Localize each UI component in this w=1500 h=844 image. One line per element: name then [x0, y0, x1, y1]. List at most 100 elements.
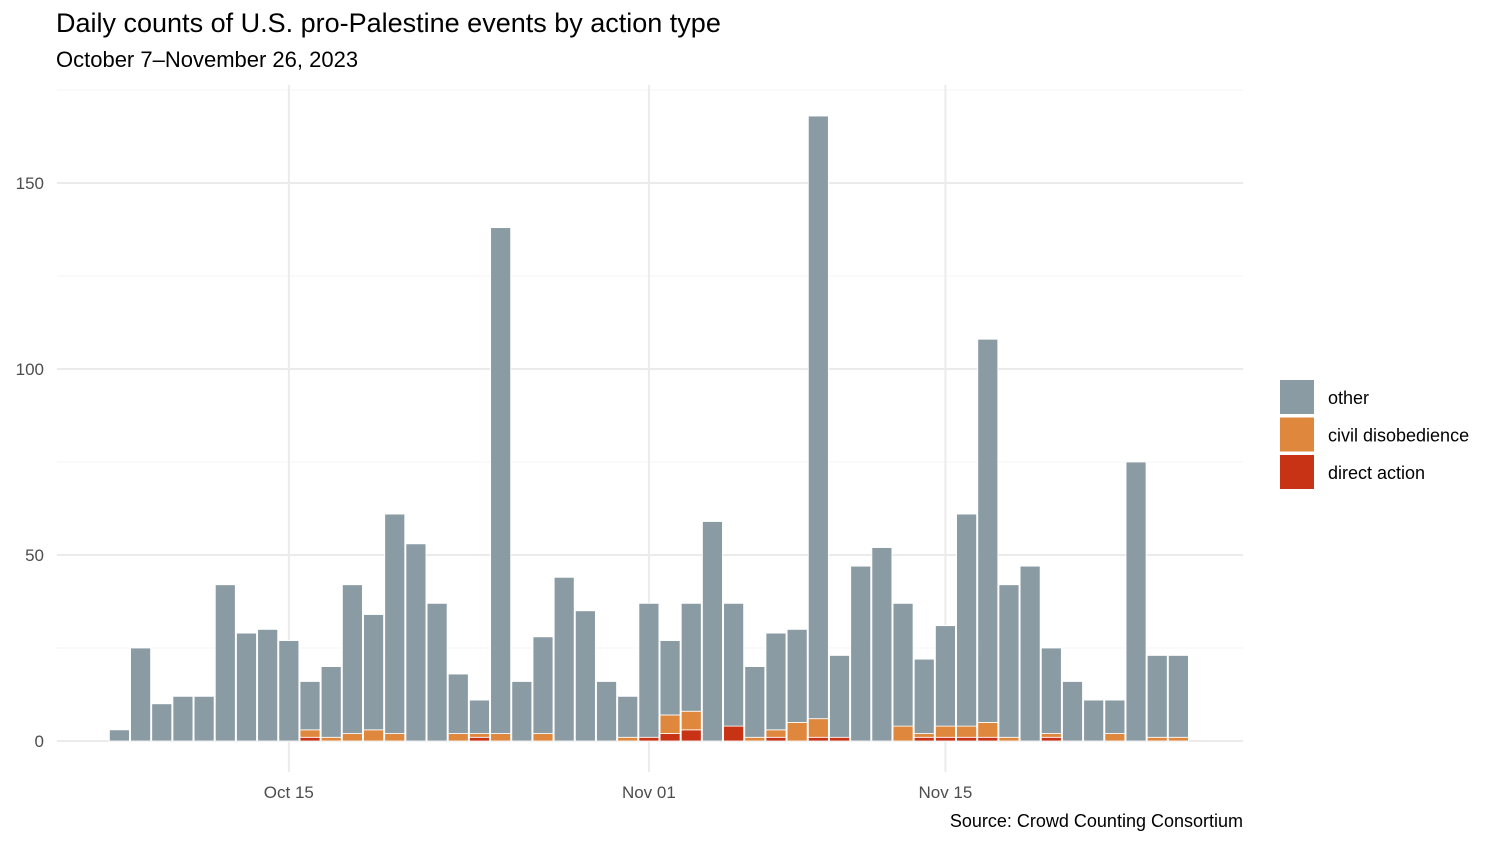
bar-other — [1083, 699, 1105, 742]
bar-civil-disobedience — [786, 722, 808, 742]
bar-other — [765, 632, 787, 731]
bar-direct-action — [935, 736, 956, 742]
bar-other — [977, 338, 999, 723]
bar-other — [1168, 655, 1189, 738]
legend-label: other — [1328, 388, 1369, 408]
bar-direct-action — [977, 736, 999, 742]
bar-other — [490, 227, 512, 734]
bar-direct-action — [680, 729, 702, 742]
bar-direct-action — [638, 736, 660, 742]
bar-civil-disobedience — [532, 733, 554, 742]
bar-other — [871, 547, 893, 742]
bar-other — [829, 655, 850, 738]
bar-civil-disobedience — [913, 733, 935, 738]
bar-other — [236, 632, 257, 742]
bar-other — [1019, 565, 1041, 742]
bar-direct-action — [469, 736, 490, 742]
bar-other — [786, 629, 808, 723]
bar-other — [426, 602, 448, 742]
bar-civil-disobedience — [384, 733, 406, 742]
bar-other — [299, 681, 321, 731]
bar-other — [680, 602, 702, 712]
bar-other — [341, 584, 363, 734]
y-tick-label: 100 — [16, 360, 44, 379]
bar-other — [913, 658, 935, 734]
bar-civil-disobedience — [659, 714, 681, 734]
x-axis: Oct 15 Nov 01 Nov 15 — [264, 783, 973, 802]
bar-direct-action — [913, 736, 935, 742]
bar-other — [892, 602, 914, 727]
bar-other — [1040, 647, 1062, 734]
bar-other — [935, 625, 956, 727]
bar-civil-disobedience — [807, 718, 829, 738]
x-tick-label: Oct 15 — [264, 783, 314, 802]
bar-civil-disobedience — [617, 736, 639, 742]
bar-civil-disobedience — [1146, 736, 1168, 742]
bar-civil-disobedience — [1040, 733, 1062, 738]
bar-other — [553, 576, 575, 742]
bar-other — [744, 666, 766, 738]
bar-civil-disobedience — [744, 736, 766, 742]
bar-other — [1062, 681, 1083, 742]
bar-direct-action — [829, 736, 850, 742]
legend-key-civil-disobedience — [1280, 417, 1314, 452]
bar-direct-action — [299, 736, 321, 742]
bar-direct-action — [1040, 736, 1062, 742]
bar-other — [617, 695, 639, 738]
bar-civil-disobedience — [765, 729, 787, 738]
bar-civil-disobedience — [1168, 736, 1189, 742]
bar-other — [1146, 655, 1168, 738]
bar-other — [130, 647, 151, 742]
bar-other — [447, 673, 469, 734]
legend-key-direct-action — [1280, 455, 1314, 489]
y-tick-label: 150 — [16, 174, 44, 193]
bar-other — [278, 640, 300, 742]
chart-subtitle: October 7–November 26, 2023 — [56, 47, 359, 72]
bar-other — [109, 729, 130, 742]
bar-civil-disobedience — [680, 710, 702, 731]
legend-key-other — [1280, 380, 1314, 414]
bar-other — [363, 614, 384, 731]
bar-civil-disobedience — [956, 725, 977, 738]
chart-title: Daily counts of U.S. pro-Palestine event… — [56, 8, 721, 38]
legend-label: direct action — [1328, 463, 1425, 483]
bar-other — [257, 629, 279, 742]
bar-civil-disobedience — [892, 725, 914, 742]
x-tick-label: Nov 15 — [918, 783, 972, 802]
bar-other — [998, 584, 1020, 738]
bar-other — [320, 666, 342, 738]
bar-other — [659, 640, 681, 716]
bar-civil-disobedience — [320, 736, 342, 742]
bar-other — [702, 521, 723, 742]
y-axis: 0 50 100 150 — [16, 174, 44, 751]
bar-other — [532, 636, 554, 734]
bar-civil-disobedience — [1104, 733, 1126, 742]
bar-civil-disobedience — [977, 722, 999, 738]
bar-other — [723, 602, 745, 727]
bar-direct-action — [659, 733, 681, 742]
bar-civil-disobedience — [935, 725, 956, 738]
bar-other — [172, 695, 194, 742]
bar-other — [214, 584, 236, 742]
bar-other — [193, 695, 215, 742]
bar-direct-action — [956, 736, 977, 742]
legend: other civil disobedience direct action — [1280, 380, 1469, 489]
bar-other — [596, 681, 617, 742]
bar-other — [511, 681, 533, 742]
chart-caption: Source: Crowd Counting Consortium — [949, 811, 1243, 831]
bar-other — [384, 513, 406, 734]
legend-label: civil disobedience — [1328, 426, 1469, 446]
bar-civil-disobedience — [447, 733, 469, 742]
bar-other — [638, 602, 660, 738]
bar-civil-disobedience — [490, 733, 512, 742]
bar-other — [956, 513, 977, 727]
y-tick-label: 50 — [25, 546, 44, 565]
bar-civil-disobedience — [998, 736, 1020, 742]
bars — [109, 115, 1189, 742]
x-tick-label: Nov 01 — [622, 783, 676, 802]
bar-other — [850, 565, 872, 742]
y-tick-label: 0 — [35, 732, 44, 751]
bar-direct-action — [765, 736, 787, 742]
bar-other — [1104, 699, 1126, 734]
